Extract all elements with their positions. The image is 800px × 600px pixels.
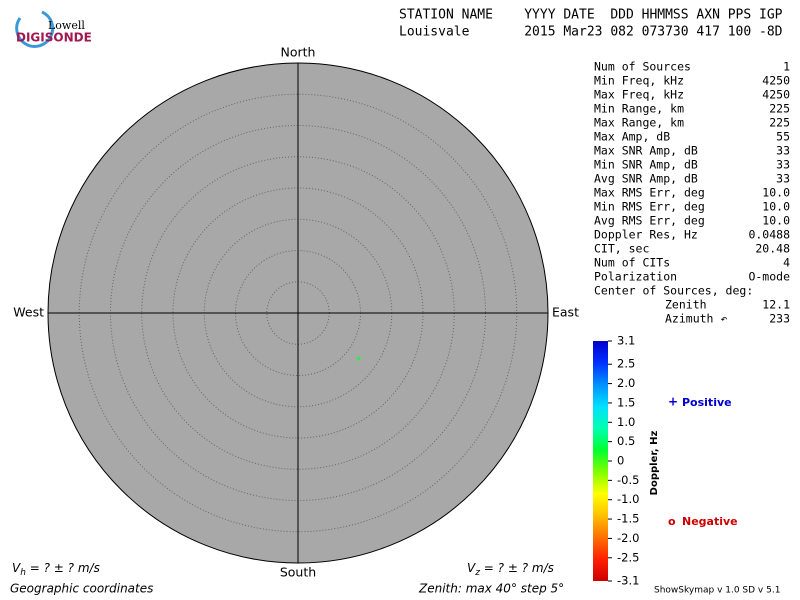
stat-label: Num of CITs xyxy=(594,256,670,270)
coords-label: Geographic coordinates xyxy=(10,582,153,596)
stat-value: 4250 xyxy=(762,88,790,102)
colorbar-tick-label: -1.5 xyxy=(617,512,639,526)
stat-label: CIT, sec xyxy=(594,242,649,256)
header-line: STATION NAME YYYY DATE DDD HHMMSS AXN PP… xyxy=(399,8,783,23)
stat-label: Min RMS Err, deg xyxy=(594,200,705,214)
zenith-caption: Zenith: max 40° step 5° xyxy=(418,582,564,596)
stat-label: Max Freq, kHz xyxy=(594,88,684,102)
stat-value: O-mode xyxy=(748,270,790,284)
colorbar-tick-label: 0 xyxy=(617,454,624,468)
stat-value: 1 xyxy=(783,60,790,74)
logo-bottom: DIGISONDE xyxy=(16,31,92,45)
stat-value: 12.1 xyxy=(762,298,790,312)
colorbar-tick-label: 2.5 xyxy=(617,357,635,371)
stat-label: Doppler Res, Hz xyxy=(594,228,698,242)
stat-section: Center of Sources, deg: xyxy=(594,284,753,298)
source-point xyxy=(355,356,361,362)
stat-label: Zenith xyxy=(665,298,707,312)
colorbar-tick-label: 0.5 xyxy=(617,434,635,448)
stat-value: 33 xyxy=(776,172,790,186)
colorbar-tick-label: 2.0 xyxy=(617,376,635,390)
stat-label: Min Freq, kHz xyxy=(594,74,684,88)
direction-label: North xyxy=(281,45,316,60)
stat-value: 10.0 xyxy=(762,186,790,200)
direction-label: South xyxy=(280,565,316,580)
direction-label: West xyxy=(13,305,44,320)
colorbar-tick-label: 3.1 xyxy=(617,334,635,348)
stat-label: Max RMS Err, deg xyxy=(594,186,705,200)
legend-label: Positive xyxy=(682,396,732,409)
logo-arc xyxy=(15,10,55,48)
colorbar-tick-label: -3.1 xyxy=(617,574,639,588)
stat-label: Azimuth ↶ xyxy=(665,312,727,326)
stat-label: Max SNR Amp, dB xyxy=(594,144,698,158)
stat-value: 4250 xyxy=(762,74,790,88)
stat-value: 0.0488 xyxy=(748,228,790,242)
legend-marker: o xyxy=(668,515,676,528)
legend-marker: + xyxy=(668,395,678,409)
stat-label: Num of Sources xyxy=(594,60,691,74)
stat-value: 55 xyxy=(776,130,790,144)
logo-top: Lowell xyxy=(48,19,85,32)
stat-value: 233 xyxy=(769,312,790,326)
stat-label: Polarization xyxy=(594,270,677,284)
header-line: Louisvale 2015 Mar23 082 073730 417 100 … xyxy=(399,25,783,40)
colorbar-tick-label: -2.0 xyxy=(617,531,639,545)
direction-label: East xyxy=(552,305,579,320)
stat-value: 225 xyxy=(769,102,790,116)
colorbar-tick-label: 1.0 xyxy=(617,415,635,429)
stat-value: 20.48 xyxy=(755,242,790,256)
colorbar-tick-label: -0.5 xyxy=(617,473,639,487)
stat-label: Max Range, km xyxy=(594,116,684,130)
colorbar-tick-label: 1.5 xyxy=(617,395,635,409)
stat-label: Min Range, km xyxy=(594,102,684,116)
stat-label: Avg RMS Err, deg xyxy=(594,214,705,228)
stat-value: 10.0 xyxy=(762,200,790,214)
stat-label: Min SNR Amp, dB xyxy=(594,158,698,172)
colorbar xyxy=(593,341,608,581)
stat-value: 225 xyxy=(769,116,790,130)
colorbar-tick-label: -1.0 xyxy=(617,492,639,506)
legend-label: Negative xyxy=(682,515,738,528)
stat-label: Avg SNR Amp, dB xyxy=(594,172,698,186)
vz-label: Vz = ? ± ? m/s xyxy=(467,561,554,578)
stat-value: 10.0 xyxy=(762,214,790,228)
colorbar-label: Doppler, Hz xyxy=(649,431,660,496)
stat-value: 33 xyxy=(776,144,790,158)
stat-value: 33 xyxy=(776,158,790,172)
stat-value: 4 xyxy=(783,256,790,270)
version: ShowSkymap v 1.0 SD v 5.1 xyxy=(654,586,780,596)
vh-label: Vh = ? ± ? m/s xyxy=(12,561,100,578)
colorbar-tick-label: -2.5 xyxy=(617,550,639,564)
stat-label: Max Amp, dB xyxy=(594,130,670,144)
